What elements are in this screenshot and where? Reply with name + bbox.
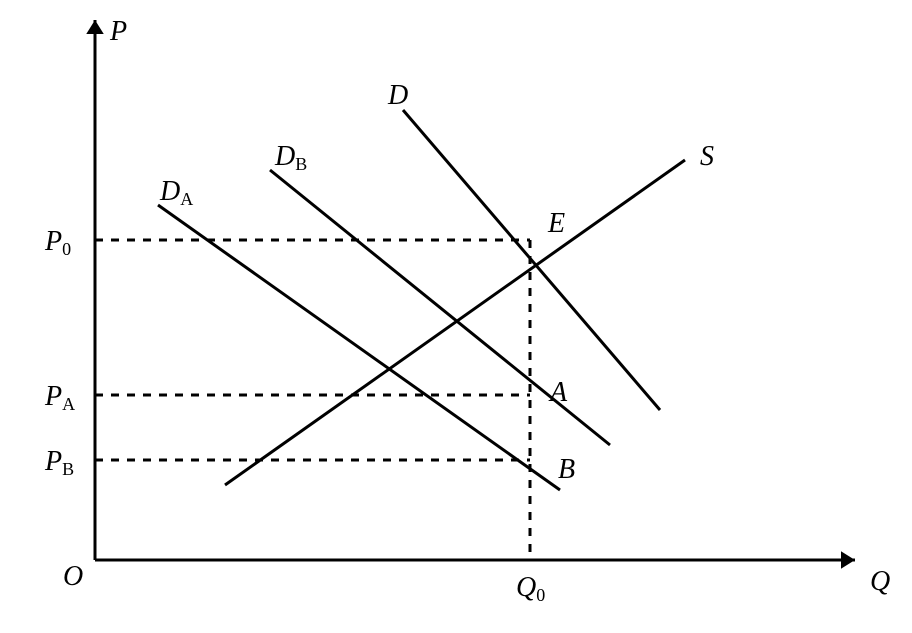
origin-label: O (63, 561, 83, 592)
point-label-A: A (548, 377, 568, 408)
y-axis-label: P (109, 16, 127, 47)
point-label-E: E (547, 208, 565, 239)
point-label-B: B (558, 454, 575, 485)
supply-demand-diagram: PQOP0PAPBQ0SDDADBEAB (0, 0, 912, 633)
curve-label-S: S (700, 141, 714, 172)
x-axis-label: Q (870, 566, 890, 597)
curve-label-D: D (387, 80, 408, 111)
